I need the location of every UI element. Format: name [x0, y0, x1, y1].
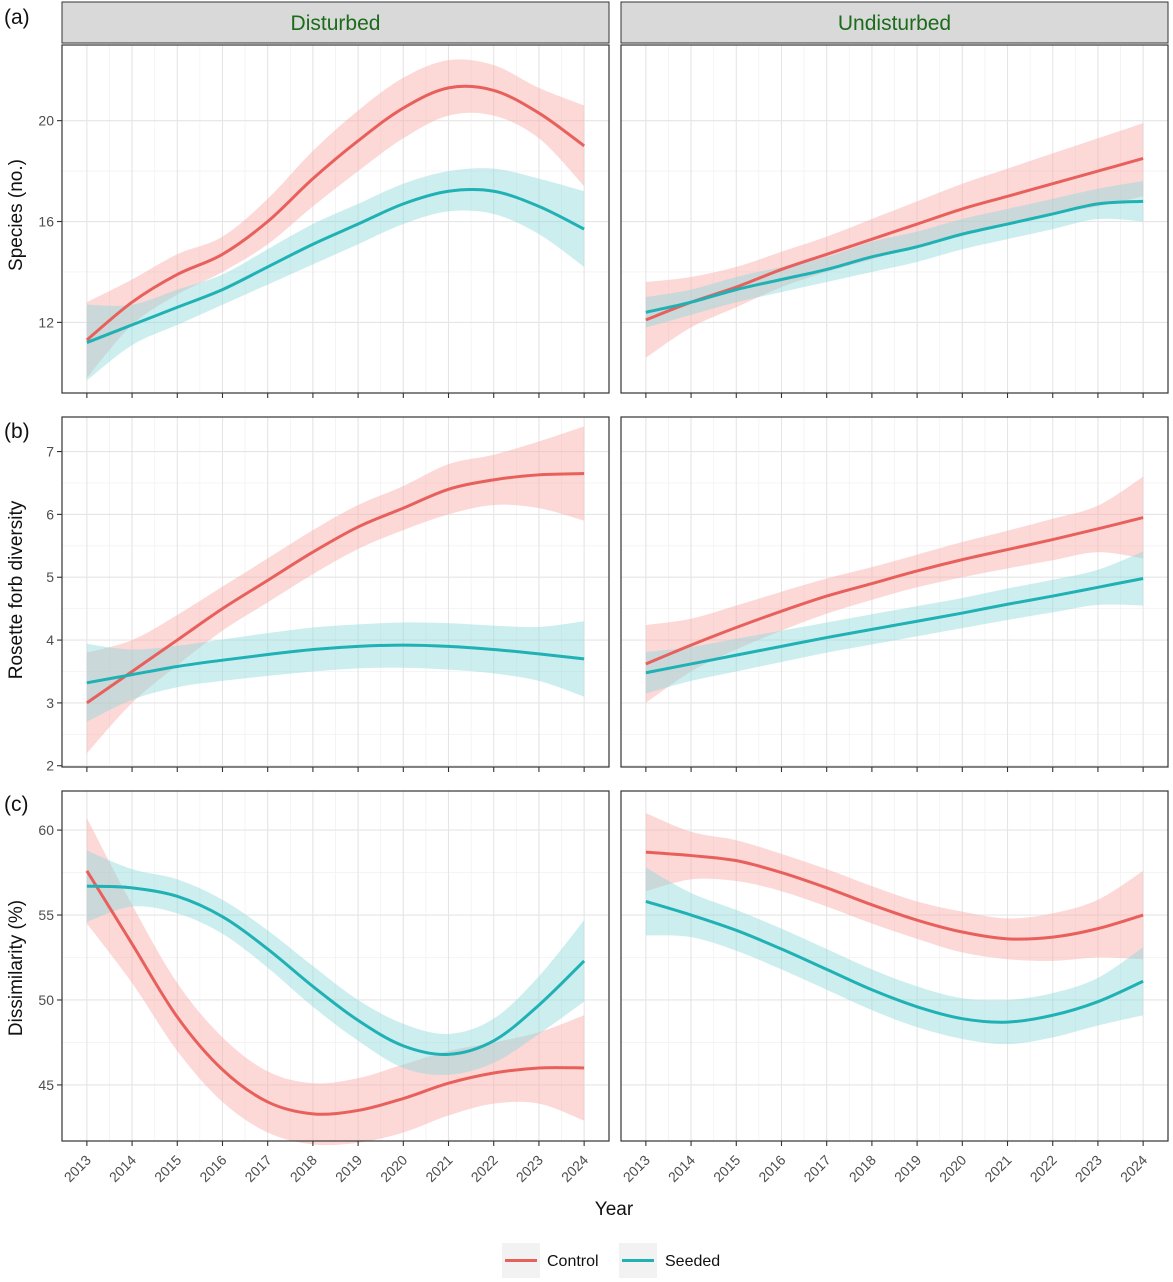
- panel-border: [61, 416, 610, 768]
- x-tick-label: 2017: [800, 1152, 833, 1185]
- series-line-seeded: [645, 199, 1144, 314]
- ylabel-dissimilarity: Dissimilarity (%): [6, 900, 27, 1036]
- ylabel-species: Species (no.): [6, 159, 27, 271]
- panel-a-disturbed: 12 16 20: [38, 44, 610, 398]
- x-tick-label: 2023: [1072, 1152, 1105, 1185]
- confidence-band-control: [645, 476, 1144, 703]
- confidence-band-seeded: [645, 181, 1144, 328]
- series-line-control: [645, 516, 1144, 666]
- y-tick-label: 45: [38, 1077, 54, 1093]
- legend-label-seeded: Seeded: [665, 1253, 720, 1270]
- panel-c-disturbed: 45 50 55 60 2013 2014 2015 2016 2017 2018 2019 2020…: [38, 790, 610, 1185]
- x-tick-label: 2016: [196, 1152, 229, 1185]
- confidence-band-control: [86, 59, 585, 378]
- series-line-control: [85, 84, 586, 342]
- panel-tag-c: (c): [4, 793, 29, 816]
- series-line-control: [645, 157, 1144, 322]
- x-tick-label: 2014: [665, 1152, 698, 1185]
- panel-b-disturbed: 2 3 4 5 6 7: [46, 416, 610, 774]
- panel-tag-a: (a): [4, 6, 30, 29]
- x-tick-label: 2020: [936, 1152, 969, 1185]
- x-tick-label: 2022: [467, 1152, 500, 1185]
- panel-border: [620, 416, 1169, 768]
- x-tick-label: 2023: [513, 1152, 546, 1185]
- x-tick-label: 2019: [332, 1152, 365, 1185]
- x-tick-label: 2020: [377, 1152, 410, 1185]
- strip-label-disturbed: Disturbed: [291, 12, 381, 35]
- y-tick-label: 20: [38, 113, 54, 129]
- series-line-seeded: [86, 884, 586, 1056]
- legend-label-control: Control: [547, 1253, 599, 1270]
- y-tick-label: 16: [38, 214, 54, 230]
- y-tick-label: 5: [46, 569, 54, 585]
- panel-border: [620, 790, 1169, 1142]
- confidence-band-control: [86, 818, 585, 1146]
- confidence-band-seeded: [86, 850, 585, 1075]
- series-line-control: [645, 850, 1144, 941]
- confidence-band-control: [86, 426, 585, 754]
- strip-undisturbed: Undisturbed: [620, 1, 1169, 44]
- y-tick-label: 12: [38, 314, 54, 330]
- y-tick-label: 7: [46, 444, 54, 460]
- confidence-band-control: [645, 123, 1144, 358]
- y-tick-label: 60: [38, 822, 54, 838]
- x-tick-label: 2017: [241, 1152, 274, 1185]
- strip-bg: [620, 1, 1169, 44]
- series-line-control: [86, 472, 585, 705]
- panel-b-undisturbed: [620, 416, 1169, 772]
- x-tick-label: 2024: [558, 1152, 591, 1185]
- strip-disturbed: Disturbed: [61, 1, 610, 44]
- x-tick-label: 2015: [710, 1152, 743, 1185]
- x-tick-label: 2013: [61, 1152, 94, 1185]
- series-line-seeded: [645, 900, 1144, 1024]
- y-tick-label: 4: [46, 632, 54, 648]
- series-line-seeded: [645, 577, 1144, 675]
- ylabel-rosette: Rosette forb diversity: [6, 500, 27, 679]
- x-tick-label: 2024: [1117, 1152, 1150, 1185]
- panel-border: [61, 44, 610, 394]
- x-tick-label: 2015: [151, 1152, 184, 1185]
- y-tick-label: 6: [46, 506, 54, 522]
- panel-border: [620, 44, 1169, 394]
- y-tick-label: 55: [38, 907, 54, 923]
- y-tick-label: 3: [46, 695, 54, 711]
- confidence-band-control: [645, 813, 1144, 961]
- y-tick-label: 50: [38, 992, 54, 1008]
- xlabel: Year: [595, 1199, 634, 1220]
- x-tick-label: 2021: [981, 1152, 1014, 1185]
- series-line-control: [85, 870, 585, 1116]
- confidence-band-seeded: [645, 551, 1144, 694]
- x-tick-label: 2021: [422, 1152, 455, 1185]
- strip-label-undisturbed: Undisturbed: [838, 12, 951, 35]
- panel-a-undisturbed: [620, 44, 1169, 398]
- legend: Control Seeded: [502, 1243, 720, 1278]
- confidence-band-seeded: [645, 867, 1144, 1045]
- x-tick-label: 2022: [1027, 1152, 1060, 1185]
- x-tick-label: 2014: [106, 1152, 139, 1185]
- panel-tag-b: (b): [4, 420, 30, 443]
- confidence-band-seeded: [86, 168, 585, 381]
- panel-border: [61, 790, 610, 1142]
- x-tick-label: 2018: [287, 1152, 320, 1185]
- x-tick-label: 2019: [891, 1152, 924, 1185]
- series-line-seeded: [86, 643, 585, 685]
- y-tick-label: 2: [46, 758, 54, 774]
- series-line-seeded: [86, 188, 585, 344]
- panel-c-undisturbed: 2013 2014 2015 2016 2017 2018 2019 2020 2021 2022…: [620, 790, 1169, 1185]
- strip-bg: [61, 1, 610, 44]
- x-tick-label: 2018: [846, 1152, 879, 1185]
- x-tick-label: 2016: [755, 1152, 788, 1185]
- x-tick-label: 2013: [620, 1152, 653, 1185]
